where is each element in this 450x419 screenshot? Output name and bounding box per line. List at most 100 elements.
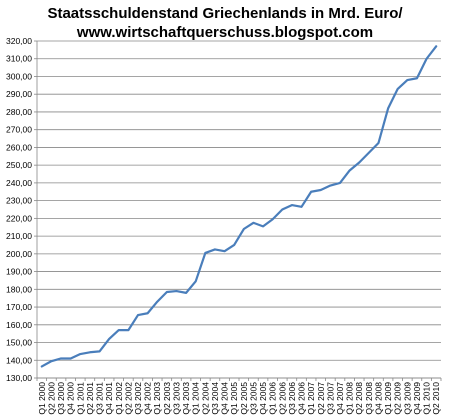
y-tick-label: 190,00	[6, 267, 32, 277]
x-tick-label: Q4 2009	[412, 382, 422, 415]
y-tick-label: 230,00	[6, 196, 32, 206]
y-tick-label: 280,00	[6, 107, 32, 117]
data-point	[425, 58, 428, 60]
data-point	[214, 248, 216, 251]
x-tick-label: Q4 2002	[143, 382, 153, 415]
x-tick-label: Q2 2010	[431, 382, 441, 415]
x-tick-label: Q3 2008	[364, 382, 374, 415]
y-tick-label: 310,00	[6, 54, 32, 64]
x-tick-label: Q3 2007	[325, 382, 335, 415]
y-tick-label: 290,00	[6, 89, 32, 99]
x-tick-label: Q3 2001	[95, 382, 105, 415]
y-tick-label: 260,00	[6, 142, 32, 152]
data-point	[50, 360, 53, 362]
chart-subtitle: www.wirtschaftquerschuss.blogspot.com	[76, 24, 374, 41]
y-tick-label: 170,00	[6, 302, 32, 312]
x-tick-label: Q4 2000	[66, 382, 76, 415]
y-tick-label: 150,00	[6, 338, 32, 348]
x-tick-label: Q4 2004	[220, 382, 230, 415]
data-point	[310, 191, 312, 193]
data-point	[329, 184, 331, 187]
y-tick-label: 180,00	[6, 284, 32, 294]
x-axis-ticks: Q1 2000 Q2 2000 Q3 2000 Q4 2000 Q1 2001 Q2 20…	[36, 378, 442, 415]
chart-title: Staatsschuldenstand Griechenlands in Mrd…	[47, 5, 403, 22]
data-point	[204, 252, 206, 254]
series-line	[40, 45, 438, 368]
x-tick-label: Q1 2004	[191, 382, 201, 415]
data-point	[416, 77, 418, 79]
data-point	[262, 225, 264, 227]
x-tick-label: Q4 2006	[297, 382, 307, 415]
data-point	[137, 314, 139, 316]
y-tick-label: 270,00	[6, 125, 32, 135]
y-tick-label: 210,00	[6, 231, 32, 241]
x-tick-label: Q2 2008	[354, 382, 364, 415]
x-tick-label: Q1 2007	[306, 382, 316, 415]
x-tick-label: Q4 2003	[181, 382, 191, 415]
x-tick-label: Q2 2001	[85, 382, 95, 415]
data-point	[70, 357, 72, 360]
data-point	[166, 291, 168, 293]
x-tick-label: Q2 2006	[277, 382, 287, 415]
x-tick-label: Q3 2003	[171, 382, 181, 415]
y-tick-label: 250,00	[6, 160, 32, 170]
x-tick-label: Q1 2006	[268, 382, 278, 415]
x-tick-label: Q1 2008	[345, 382, 355, 415]
x-tick-label: Q3 2009	[402, 382, 412, 415]
y-tick-label: 130,00	[6, 373, 32, 383]
data-point	[387, 107, 389, 109]
x-tick-label: Q1 2005	[229, 382, 239, 415]
x-tick-label: Q3 2006	[287, 382, 297, 415]
x-tick-label: Q1 2001	[75, 382, 85, 415]
x-tick-label: Q1 2009	[383, 382, 393, 415]
data-point	[397, 88, 399, 90]
x-tick-label: Q4 2001	[104, 382, 114, 415]
data-point	[156, 301, 158, 303]
data-point	[435, 45, 437, 47]
x-tick-label: Q3 2000	[56, 382, 66, 415]
data-point	[377, 142, 380, 144]
x-tick-label: Q4 2007	[335, 382, 345, 415]
data-point	[118, 329, 120, 331]
x-tick-label: Q2 2002	[123, 382, 133, 415]
data-point	[108, 338, 110, 340]
data-point	[127, 329, 129, 331]
gridlines	[37, 40, 441, 379]
data-point	[89, 351, 91, 353]
data-point	[320, 189, 322, 191]
x-tick-label: Q1 2010	[422, 382, 432, 415]
x-tick-label: Q2 2009	[393, 382, 403, 415]
y-tick-label: 160,00	[6, 320, 32, 330]
data-point	[60, 357, 62, 360]
x-tick-label: Q2 2005	[239, 382, 249, 415]
data-point	[79, 353, 81, 355]
data-point	[41, 365, 43, 368]
data-point	[368, 152, 370, 154]
x-tick-label: Q3 2002	[133, 382, 143, 415]
data-point	[281, 208, 283, 211]
x-tick-label: Q2 2003	[162, 382, 172, 415]
data-point	[349, 169, 351, 172]
x-tick-label: Q1 2000	[37, 382, 47, 415]
data-point	[339, 182, 341, 184]
x-tick-label: Q1 2002	[114, 382, 124, 415]
y-tick-label: 240,00	[6, 178, 32, 188]
x-tick-label: Q3 2004	[210, 382, 220, 415]
data-point	[98, 350, 101, 352]
x-tick-label: Q4 2005	[258, 382, 268, 415]
data-point	[243, 228, 245, 230]
axes	[36, 41, 441, 379]
x-tick-label: Q2 2000	[46, 382, 56, 415]
y-tick-label: 220,00	[6, 213, 32, 223]
data-point	[272, 218, 274, 220]
data-point	[185, 292, 187, 294]
data-point	[195, 280, 197, 282]
y-tick-label: 300,00	[6, 71, 32, 81]
data-point	[233, 244, 235, 246]
x-tick-label: Q3 2005	[248, 382, 258, 415]
y-tick-label: 140,00	[6, 355, 32, 365]
data-point	[175, 290, 178, 292]
x-tick-label: Q2 2007	[316, 382, 326, 415]
x-tick-label: Q4 2008	[373, 382, 383, 415]
